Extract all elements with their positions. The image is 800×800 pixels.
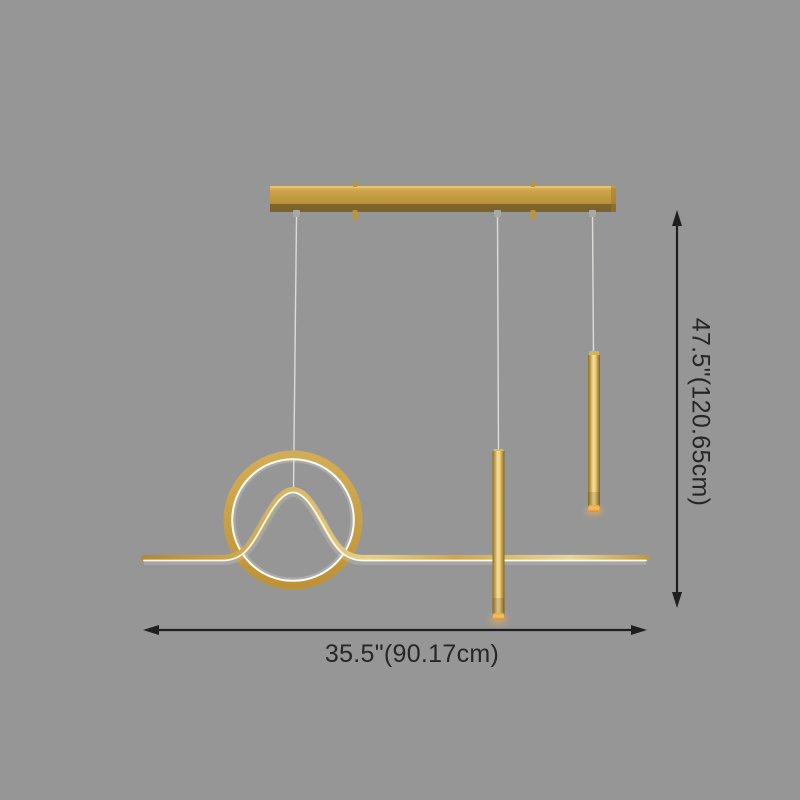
canopy-top-edge [270,186,616,188]
arrow-right-icon [631,625,647,635]
width-dimension-label: 35.5"(90.17cm) [324,640,500,668]
tube-sleeve-shade [588,492,600,506]
cable-hook-icon [530,210,536,220]
canopy-end-cap [611,186,616,212]
ceiling-canopy-bar [270,182,616,220]
arrow-down-icon [672,592,682,608]
pendant-tube-right [585,351,603,516]
height-dimension-label: 47.5"(120.65cm) [686,317,715,507]
tube-body [492,451,505,598]
suspension-cable-left [292,216,298,491]
wave-bar-glow [144,486,646,565]
pendant-tube-middle [489,449,508,624]
arrow-up-icon [672,210,682,226]
tube-body [588,355,600,492]
tube-sleeve [492,598,505,614]
cable-grip-icon [494,210,501,217]
ring-led-strip [231,458,355,582]
cable-grip-icon [293,210,300,217]
tube-sleeve-shade [492,598,505,614]
mount-screw-icon [531,182,535,187]
suspension-cable-middle [496,216,500,453]
suspension-cables [292,216,595,491]
tube-tip-glow [489,614,508,624]
ring-gold-frame [223,450,363,590]
mount-screw-icon [353,182,357,187]
tube-top-cap [589,351,599,356]
wave-bar-gold-tube [140,486,650,562]
wave-bar-led-strip [143,491,647,562]
wave-linear-light [140,486,650,565]
suspension-cable-right [591,216,595,357]
canopy-face [270,186,616,205]
arrow-left-icon [143,625,159,635]
canopy-bottom-edge [270,204,616,212]
width-dimension-arrow [143,625,647,635]
ring-light [223,450,363,590]
cable-grip-icon [589,210,596,217]
tube-sleeve [588,492,600,506]
height-dimension-arrow [672,210,682,608]
tube-tip-glow [585,506,603,516]
cable-hook-icon [352,210,358,220]
